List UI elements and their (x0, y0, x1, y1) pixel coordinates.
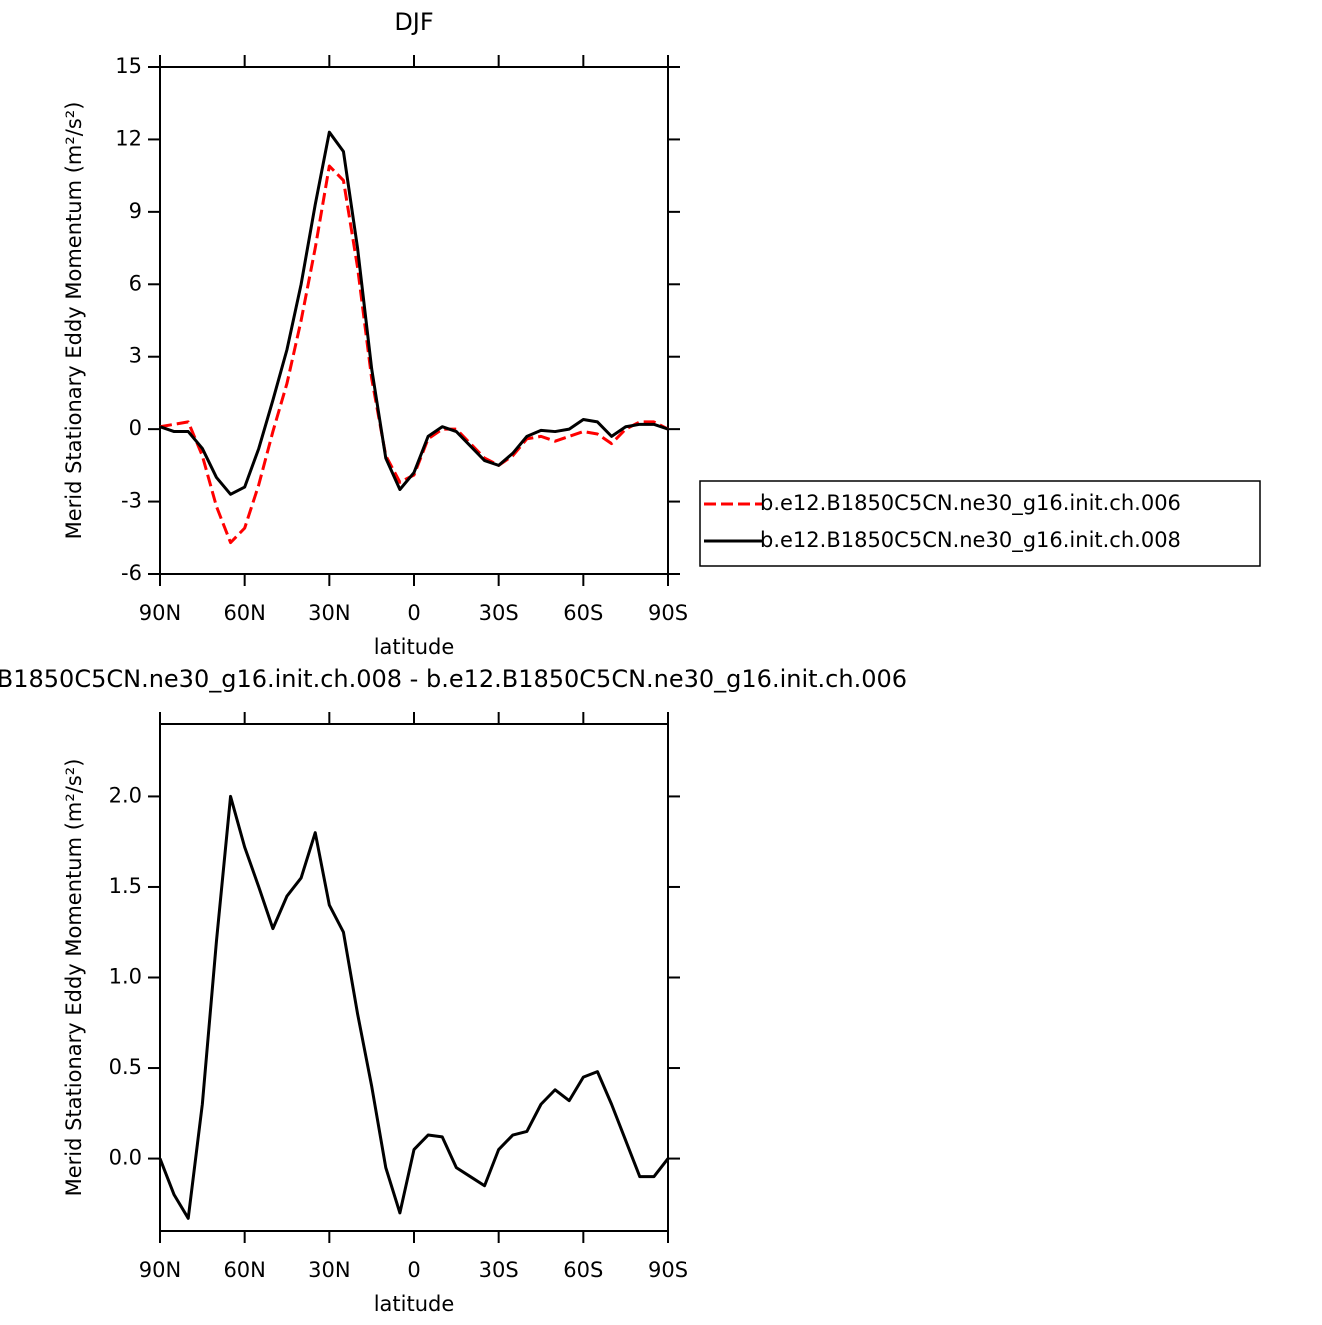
y-tick-label: 1.5 (109, 874, 142, 898)
y-axis-label: Merid Stationary Eddy Momentum (m²/s²) (62, 759, 86, 1197)
x-tick-label: 90S (648, 1258, 688, 1282)
x-tick-label: 30S (479, 1258, 519, 1282)
legend-label: b.e12.B1850C5CN.ne30_g16.init.ch.008 (760, 528, 1181, 553)
x-tick-label: 60N (223, 1258, 265, 1282)
y-tick-label: 0.0 (109, 1146, 142, 1170)
x-tick-label: 90N (139, 601, 181, 625)
y-tick-label: 1.0 (109, 965, 142, 989)
series-line (159, 164, 669, 545)
x-tick-label: 30S (479, 601, 519, 625)
x-axis-label: latitude (374, 635, 455, 659)
chart-title: DJF (394, 8, 433, 36)
legend-box (699, 480, 1261, 567)
x-axis-label: latitude (374, 1292, 455, 1316)
legend-label: b.e12.B1850C5CN.ne30_g16.init.ch.006 (760, 491, 1181, 516)
y-tick-label: 15 (115, 54, 142, 78)
y-tick-label: 0.5 (109, 1055, 142, 1079)
y-tick-label: 12 (115, 126, 142, 150)
y-tick-label: 3 (129, 344, 142, 368)
y-tick-label: 6 (129, 271, 142, 295)
y-axis-label: Merid Stationary Eddy Momentum (m²/s²) (62, 102, 86, 540)
y-tick-label: 9 (129, 199, 142, 223)
x-tick-label: 90N (139, 1258, 181, 1282)
series-line (159, 130, 669, 496)
x-tick-label: 60N (223, 601, 265, 625)
chart-title: b.e12.B1850C5CN.ne30_g16.init.ch.008 - b… (0, 665, 907, 693)
y-tick-label: 2.0 (109, 783, 142, 807)
plot-frame (159, 723, 669, 1232)
x-tick-label: 60S (563, 1258, 603, 1282)
x-tick-label: 0 (407, 1258, 420, 1282)
x-tick-label: 30N (308, 601, 350, 625)
x-tick-label: 30N (308, 1258, 350, 1282)
y-tick-label: -6 (121, 561, 142, 585)
x-tick-label: 90S (648, 601, 688, 625)
x-tick-label: 0 (407, 601, 420, 625)
y-tick-label: 0 (129, 416, 142, 440)
y-tick-label: -3 (121, 489, 142, 513)
x-tick-label: 60S (563, 601, 603, 625)
series-line (158, 794, 670, 1220)
plot-frame (159, 66, 669, 575)
